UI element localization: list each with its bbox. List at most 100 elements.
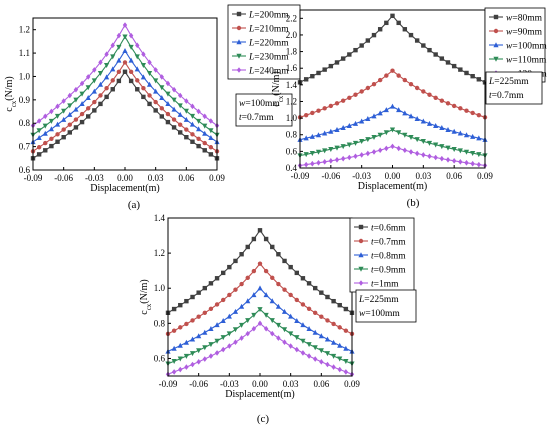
data-point: [402, 27, 408, 32]
data-point: [159, 106, 164, 111]
data-point: [346, 142, 352, 148]
parameter-label: t=0.7mm: [239, 113, 274, 123]
data-point: [183, 339, 189, 345]
data-point: [365, 150, 371, 157]
data-point: [324, 351, 331, 357]
data-point: [135, 78, 140, 83]
data-point: [43, 148, 48, 153]
data-point: [377, 77, 383, 83]
data-point: [303, 135, 309, 141]
data-point: [303, 152, 309, 158]
data-point: [171, 345, 177, 351]
data-point: [116, 69, 122, 75]
data-point: [189, 113, 196, 119]
data-point: [196, 359, 201, 365]
data-point: [239, 335, 244, 341]
data-point: [343, 306, 349, 312]
data-point: [36, 128, 42, 134]
data-point: [312, 329, 318, 335]
data-point: [384, 145, 389, 152]
data-point: [402, 132, 408, 138]
data-point: [420, 118, 426, 124]
data-point: [306, 342, 312, 348]
data-point: [315, 149, 322, 155]
data-point: [319, 314, 324, 319]
data-point: [300, 322, 306, 328]
data-point: [300, 338, 306, 344]
data-point: [322, 148, 328, 154]
data-point: [92, 108, 97, 113]
data-point: [233, 287, 238, 292]
data-point: [384, 73, 389, 78]
data-point: [177, 111, 183, 117]
data-point: [196, 108, 201, 115]
data-point: [49, 136, 54, 141]
data-point: [408, 113, 414, 119]
y-axis-label: ccx(N/m): [271, 71, 285, 107]
data-point: [251, 292, 257, 298]
data-point: [135, 87, 140, 92]
y-tick-label: 0.6: [19, 165, 31, 175]
data-point: [433, 142, 439, 148]
data-point: [319, 359, 324, 365]
y-tick-label: 0.8: [154, 318, 166, 328]
data-point: [325, 318, 330, 323]
data-point: [128, 44, 134, 50]
data-point: [48, 126, 54, 132]
x-tick-label: -0.09: [24, 173, 43, 183]
data-point: [146, 81, 153, 87]
data-point: [36, 152, 42, 157]
data-point: [288, 313, 294, 319]
data-point: [439, 125, 445, 131]
data-point: [184, 321, 189, 327]
data-point: [128, 69, 134, 75]
data-point: [331, 298, 336, 304]
data-point: [196, 333, 202, 339]
data-point: [365, 116, 371, 122]
legend-label: t=0.9mm: [371, 266, 406, 276]
data-point: [300, 302, 306, 307]
y-axis-label: ccx(N/m): [139, 279, 153, 315]
data-point: [343, 369, 349, 375]
legend-label: L=210mm: [248, 25, 289, 35]
data-point: [288, 331, 294, 337]
y-tick-label: 0.6: [286, 146, 298, 156]
data-point: [396, 20, 401, 26]
data-point: [178, 122, 183, 127]
data-point: [134, 54, 140, 60]
data-point: [171, 328, 177, 333]
data-point: [334, 126, 340, 132]
data-point: [147, 93, 152, 98]
data-point: [208, 118, 214, 124]
data-point: [171, 106, 177, 112]
data-point: [270, 330, 275, 337]
legend-label: L=220mm: [248, 39, 289, 49]
data-point: [86, 74, 91, 80]
data-point: [190, 103, 195, 110]
y-tick-label: 1.2: [154, 248, 165, 258]
y-tick-label: 1.2: [286, 96, 297, 106]
legend-marker: [236, 11, 242, 17]
data-point: [171, 306, 177, 312]
data-point: [104, 63, 110, 69]
data-point: [309, 150, 315, 156]
series-line: [299, 145, 486, 167]
data-point: [104, 74, 110, 80]
data-point: [303, 161, 309, 168]
x-axis-label: Displacement(m): [358, 181, 427, 192]
data-point: [104, 94, 109, 100]
data-point: [303, 112, 309, 118]
data-point: [190, 318, 195, 323]
data-point: [334, 60, 340, 65]
data-point: [251, 312, 257, 318]
data-point: [61, 108, 67, 114]
data-point: [116, 57, 122, 63]
data-point: [275, 322, 281, 328]
data-point: [171, 359, 177, 365]
data-point: [67, 130, 72, 135]
x-tick-label: -0.03: [85, 173, 104, 183]
data-point: [208, 281, 214, 286]
data-point: [458, 159, 463, 165]
data-point: [189, 336, 196, 342]
data-point: [427, 47, 432, 53]
